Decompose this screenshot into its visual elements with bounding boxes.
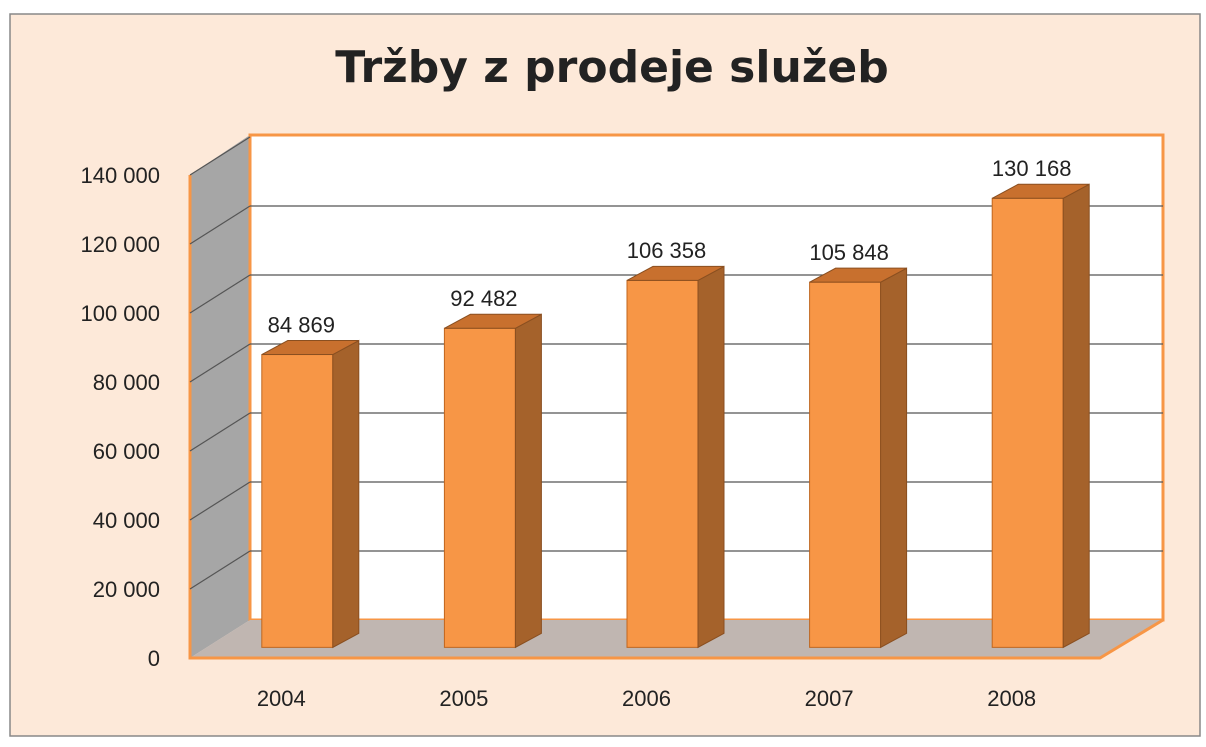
value-label: 105 848 [809,240,889,265]
grid-line [189,481,251,521]
value-label: 106 358 [627,238,707,263]
y-tick-label: 120 000 [80,232,160,257]
bar [443,313,542,649]
bar-side [514,313,542,649]
y-tick-label: 140 000 [80,163,160,188]
bar-front [626,279,699,648]
bar-front [809,281,882,648]
x-tick-label: 2007 [805,686,854,711]
bar-front [991,197,1064,648]
bar-front [261,354,334,648]
bar-side [1062,183,1090,649]
grid-line [189,550,251,590]
bar [261,339,360,649]
grid-line [189,343,251,383]
bar-side [880,267,908,649]
grid-line [189,136,251,176]
y-tick-label: 40 000 [93,508,160,533]
x-tick-label: 2006 [622,686,671,711]
bar-top [809,267,907,283]
bar-side [697,265,725,649]
bar [626,265,725,649]
x-tick-label: 2004 [257,686,306,711]
bar [809,267,908,649]
y-tick-label: 20 000 [93,577,160,602]
chart-title: Tržby z prodeje služeb [335,42,888,93]
y-tick-label: 60 000 [93,439,160,464]
y-tick-label: 80 000 [93,370,160,395]
bar-side [332,339,360,649]
y-tick-label: 100 000 [80,301,160,326]
value-label: 84 869 [268,312,335,337]
bar [991,183,1090,649]
side-wall [190,135,250,658]
bar-top [261,340,360,356]
value-label: 92 482 [450,286,517,311]
bar-top [626,265,725,281]
marks [261,183,1090,649]
x-tick-label: 2005 [439,686,488,711]
axis-edge [188,175,1164,660]
value-label: 130 168 [992,156,1072,181]
grid-line [189,205,251,245]
bar-top [444,313,542,329]
bar-front [443,327,516,648]
x-tick-label: 2008 [987,686,1036,711]
grid-line [189,274,251,314]
bar-top [991,183,1090,199]
grid-line [189,412,251,452]
y-tick-label: 0 [148,646,160,671]
